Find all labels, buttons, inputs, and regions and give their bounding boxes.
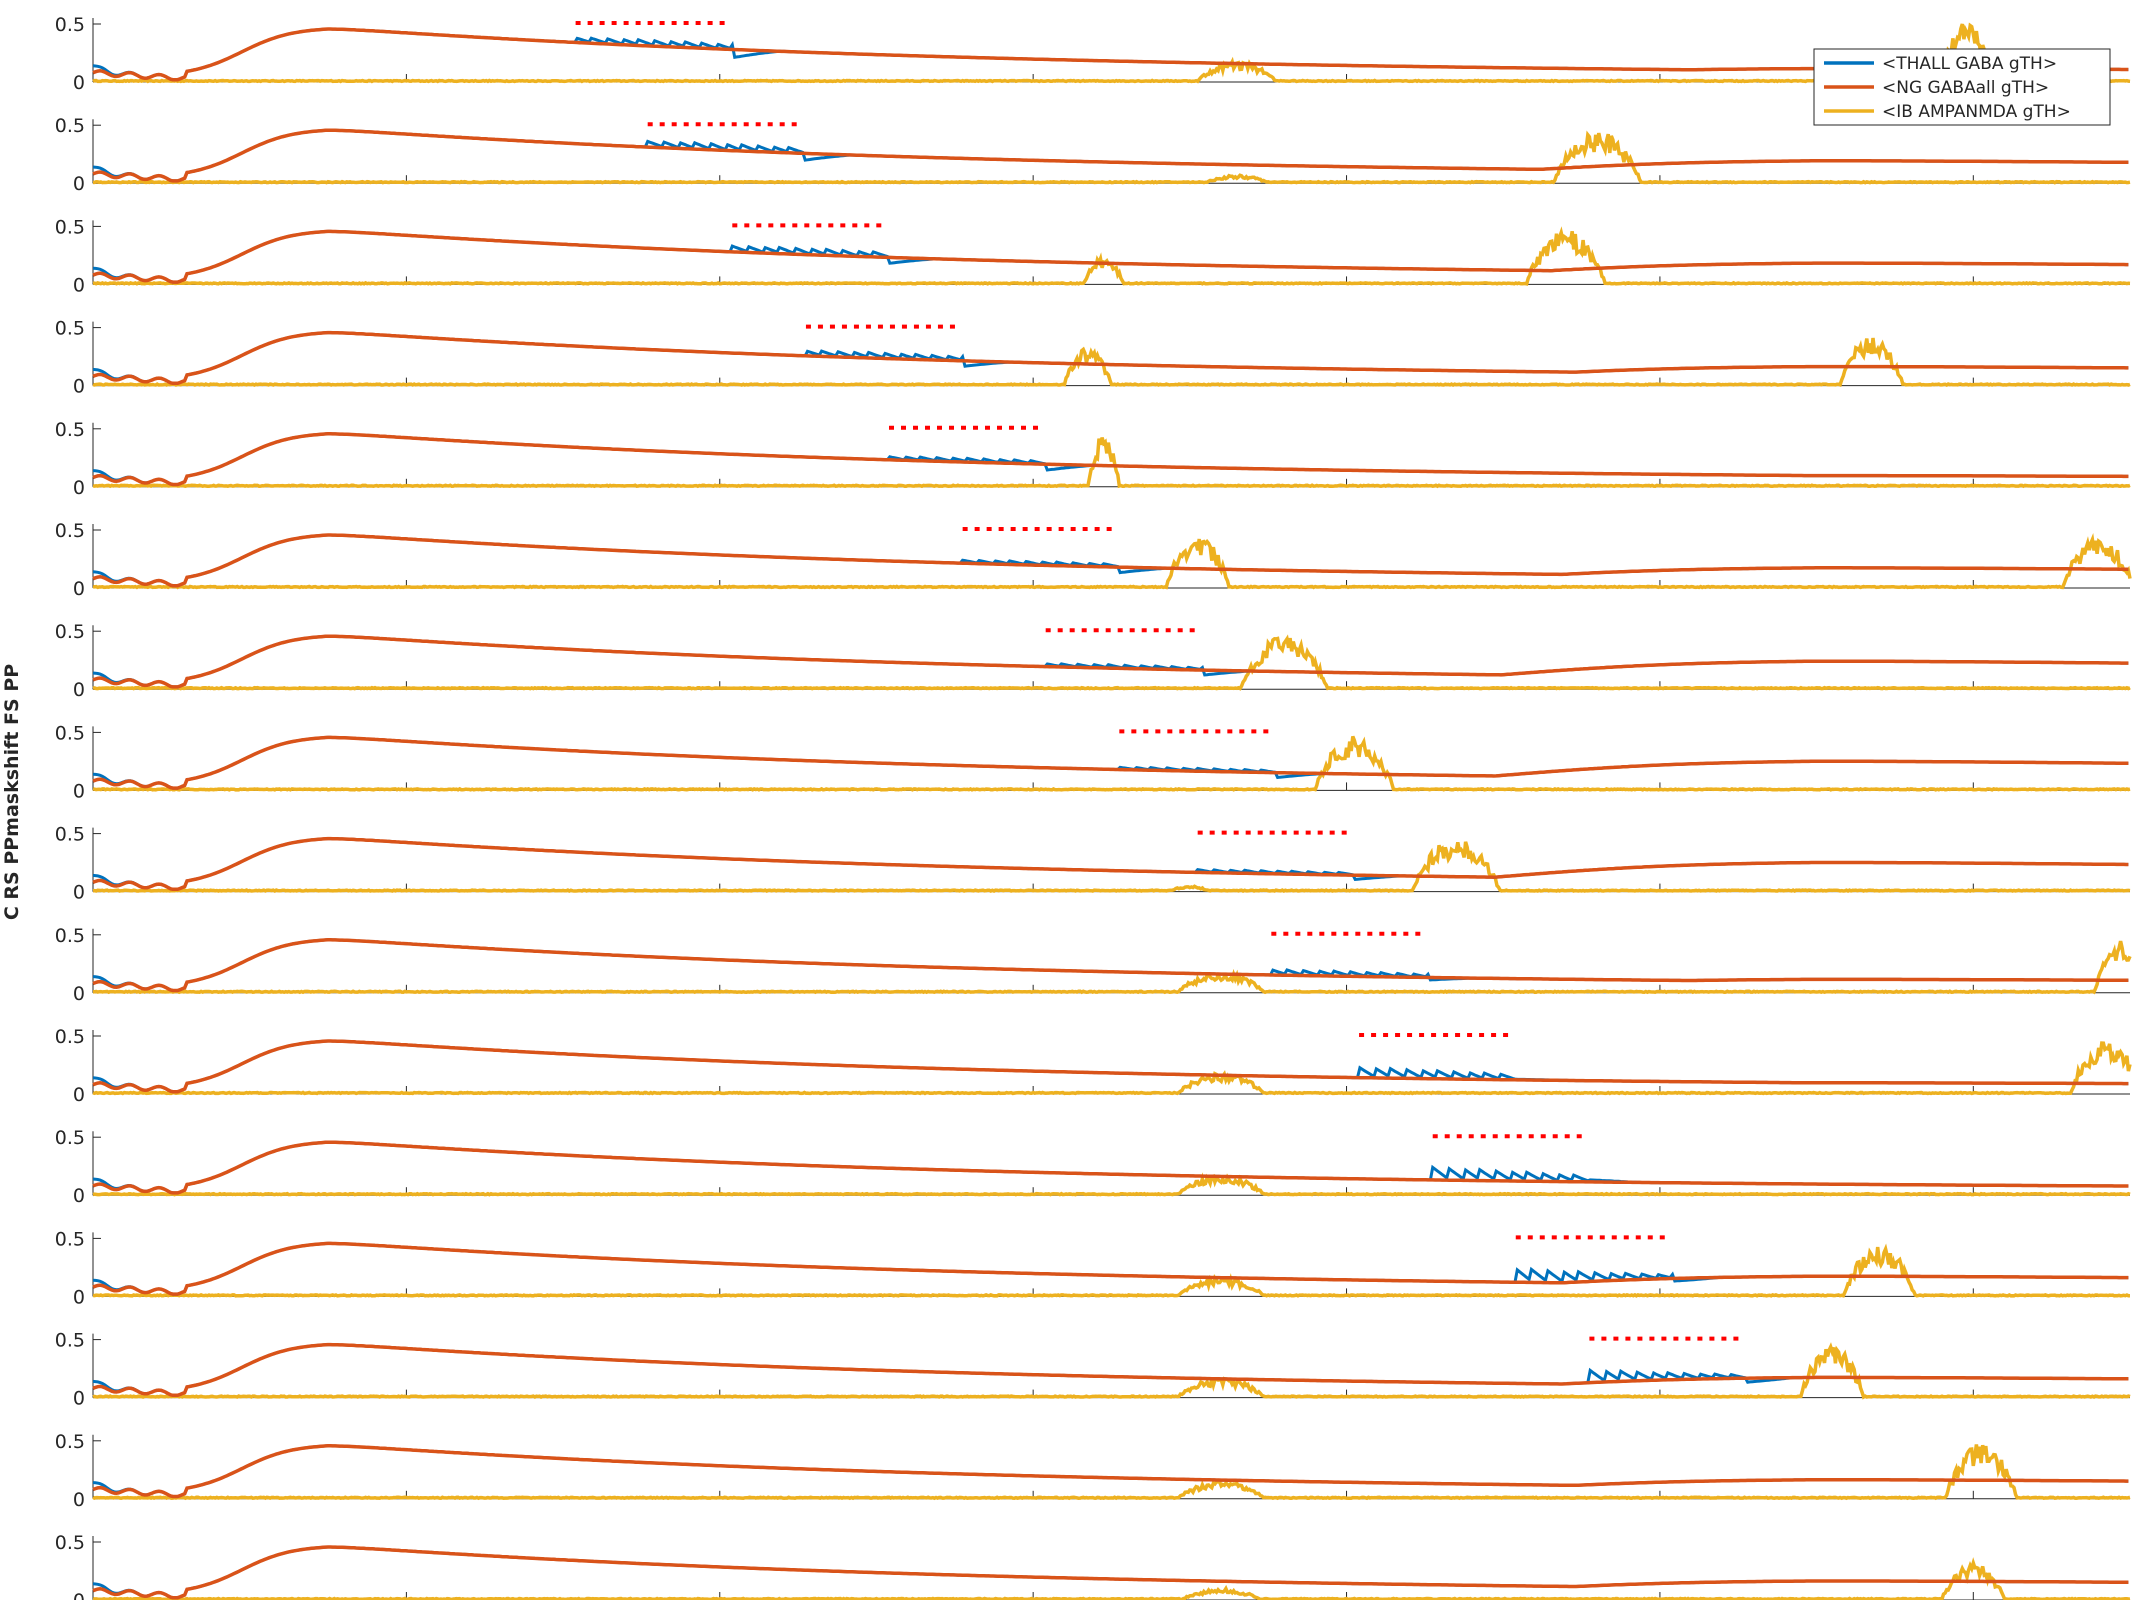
panel-9: 00.5	[55, 824, 2131, 904]
thall-gaba-series	[92, 128, 2129, 183]
y-axis-title: C RS PPmaskshift FS PP	[1, 664, 23, 920]
ng-gabaall-series	[92, 1342, 2129, 1398]
panel-8: 00.5	[55, 722, 2131, 802]
y-tick-label: 0	[73, 1590, 85, 1600]
legend-entry-label: <THALL GABA gTH>	[1882, 54, 2057, 74]
y-tick-label: 0	[73, 72, 85, 94]
y-tick-label: 0	[73, 882, 85, 904]
ng-gabaall-series	[92, 938, 2129, 993]
y-tick-label: 0.5	[55, 14, 85, 36]
ng-gabaall-series	[92, 1444, 2129, 1499]
panel-14: 00.5	[55, 1330, 2131, 1410]
chart-panels: 00.500.500.500.500.500.500.500.500.500.5…	[55, 14, 2132, 1600]
y-tick-label: 0	[73, 679, 85, 701]
panel-11: 00.5	[55, 1026, 2132, 1106]
thall-gaba-series	[92, 533, 2129, 588]
y-tick-label: 0	[73, 274, 85, 296]
thall-gaba-series	[92, 1241, 2129, 1296]
panel-3: 00.5	[55, 216, 2131, 296]
ib-ampanmda-series	[92, 1342, 2131, 1400]
y-tick-label: 0.5	[55, 1026, 85, 1048]
y-tick-label: 0	[73, 780, 85, 802]
panel-13: 00.5	[55, 1228, 2130, 1308]
panel-1: 00.5	[55, 14, 2131, 94]
ng-gabaall-series	[92, 1039, 2129, 1094]
panel-10: 00.5	[55, 925, 2132, 1005]
ng-gabaall-series	[92, 533, 2129, 588]
panel-6: 00.5	[55, 520, 2132, 600]
ng-gabaall-series	[92, 1241, 2129, 1296]
ng-gabaall-series	[92, 1140, 2129, 1195]
ib-ampanmda-series	[92, 1172, 2131, 1197]
y-tick-label: 0.5	[55, 1228, 85, 1250]
thall-gaba-series	[92, 1545, 2129, 1600]
panel-4: 00.5	[55, 318, 2131, 398]
legend[interactable]: <THALL GABA gTH> <NG GABAall gTH> <IB AMPA…	[1813, 48, 2111, 126]
y-tick-label: 0	[73, 1489, 85, 1511]
y-tick-label: 0.5	[55, 216, 85, 238]
y-tick-label: 0.5	[55, 419, 85, 441]
y-tick-label: 0.5	[55, 115, 85, 137]
ib-ampanmda-series	[92, 1243, 2130, 1298]
thall-gaba-series	[92, 1343, 2129, 1397]
ng-gabaall-series	[92, 634, 2129, 689]
y-tick-label: 0	[73, 1388, 85, 1410]
thall-gaba-series	[92, 229, 2129, 284]
y-tick-label: 0	[73, 578, 85, 600]
y-tick-label: 0.5	[55, 925, 85, 947]
panel-15: 00.5	[55, 1431, 2131, 1511]
panel-16: 00.5	[55, 1532, 2131, 1600]
ib-ampanmda-series	[92, 940, 2132, 995]
ib-ampanmda-series	[92, 735, 2131, 792]
y-tick-label: 0.5	[55, 520, 85, 542]
ng-gabaall-series	[92, 432, 2129, 487]
ib-ampanmda-series	[92, 437, 2131, 489]
ng-gabaall-series	[92, 330, 2129, 386]
ng-gabaall-series	[92, 836, 2129, 892]
y-tick-label: 0	[73, 173, 85, 195]
y-tick-label: 0	[73, 477, 85, 499]
ib-ampanmda-series	[92, 1041, 2132, 1096]
y-tick-label: 0.5	[55, 1330, 85, 1352]
ib-ampanmda-series	[92, 634, 2131, 691]
ng-gabaall-series	[92, 229, 2129, 284]
ib-ampanmda-series	[92, 1557, 2131, 1600]
thall-gaba-series	[92, 1444, 2129, 1498]
ib-ampanmda-series	[92, 1444, 2131, 1501]
y-tick-label: 0	[73, 1185, 85, 1207]
ib-ampanmda-series	[92, 226, 2131, 286]
ib-ampanmda-series	[92, 533, 2132, 590]
legend-entry-label: <NG GABAall gTH>	[1882, 78, 2049, 98]
ib-ampanmda-series	[92, 337, 2131, 388]
thall-gaba-series	[92, 331, 2129, 385]
thall-gaba-series	[92, 938, 2129, 992]
panel-7: 00.5	[55, 621, 2131, 701]
y-tick-label: 0	[73, 376, 85, 398]
ib-ampanmda-series	[92, 841, 2131, 894]
ib-ampanmda-series	[92, 22, 2131, 84]
ng-gabaall-series	[92, 27, 2129, 82]
ng-gabaall-series	[92, 1545, 2129, 1600]
ng-gabaall-series	[92, 128, 2129, 183]
y-tick-label: 0.5	[55, 1127, 85, 1149]
ib-ampanmda-series	[92, 130, 2131, 185]
y-tick-label: 0.5	[55, 824, 85, 846]
panel-2: 00.5	[55, 115, 2131, 195]
ng-gabaall-series	[92, 735, 2129, 790]
y-tick-label: 0.5	[55, 621, 85, 643]
y-tick-label: 0	[73, 983, 85, 1005]
y-tick-label: 0	[73, 1084, 85, 1106]
panel-12: 00.5	[55, 1127, 2131, 1207]
y-tick-label: 0.5	[55, 1431, 85, 1453]
y-tick-label: 0	[73, 1286, 85, 1308]
y-tick-label: 0.5	[55, 1532, 85, 1554]
y-tick-label: 0.5	[55, 318, 85, 340]
y-tick-label: 0.5	[55, 722, 85, 744]
panel-5: 00.5	[55, 419, 2131, 499]
legend-entry-label: <IB AMPANMDA gTH>	[1882, 102, 2071, 122]
